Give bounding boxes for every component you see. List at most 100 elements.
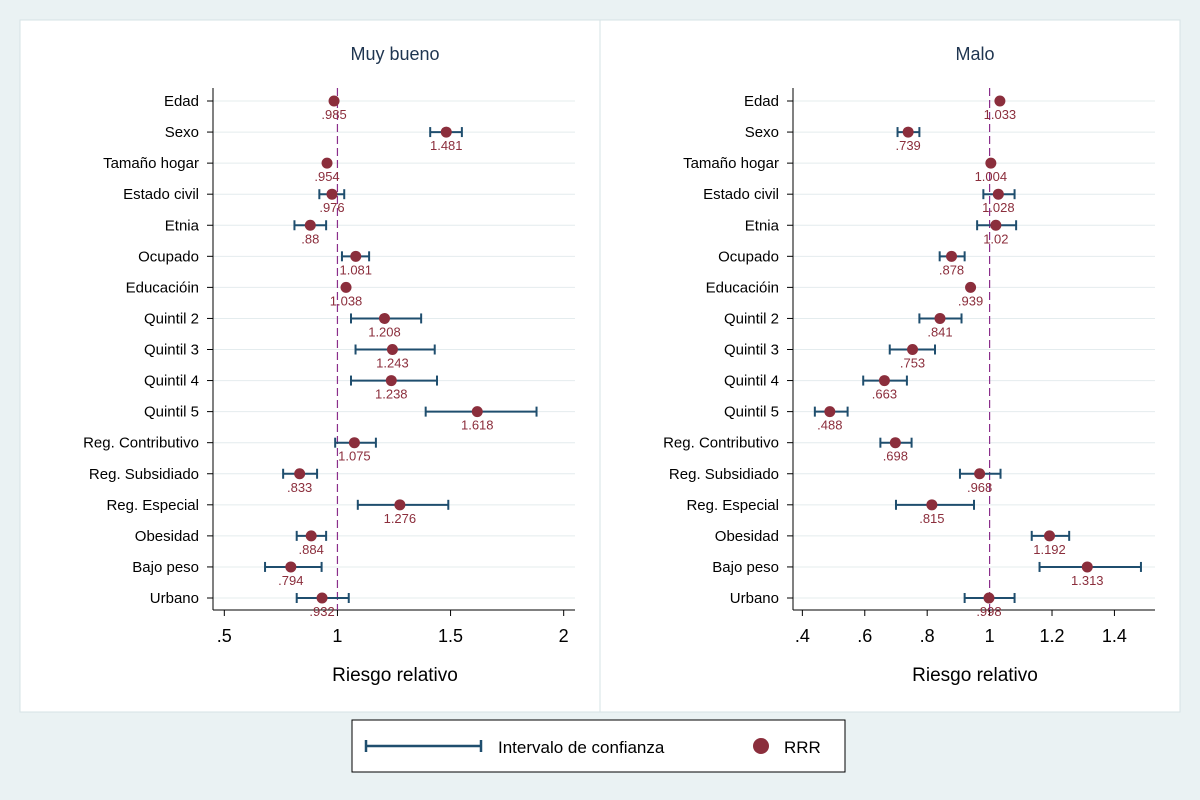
data-label: 1.618 xyxy=(461,418,494,433)
y-tick-label: Estado civil xyxy=(703,186,779,203)
legend-point-marker xyxy=(753,738,769,754)
data-label: 1.075 xyxy=(338,449,371,464)
data-label: 1.004 xyxy=(975,169,1008,184)
rrr-point xyxy=(328,95,340,107)
x-tick-label: 1.5 xyxy=(438,626,463,646)
data-label: .884 xyxy=(299,542,324,557)
y-tick-label: Quintil 4 xyxy=(144,373,199,390)
rrr-point xyxy=(326,188,338,200)
y-tick-label: Tamaño hogar xyxy=(683,155,779,172)
data-label: .488 xyxy=(817,418,842,433)
x-tick-label: 2 xyxy=(559,626,569,646)
y-tick-label: Quintil 5 xyxy=(144,404,199,421)
rrr-point xyxy=(902,126,914,138)
x-tick-label: .5 xyxy=(217,626,232,646)
y-tick-label: Reg. Especial xyxy=(686,497,779,514)
y-tick-label: Estado civil xyxy=(123,186,199,203)
y-tick-label: Edad xyxy=(164,93,199,110)
data-label: .753 xyxy=(900,356,925,371)
y-tick-label: Sexo xyxy=(165,124,199,141)
legend-ci-label: Intervalo de confianza xyxy=(498,738,665,757)
y-tick-label: Reg. Contributivo xyxy=(83,435,199,452)
rrr-point xyxy=(824,406,836,418)
y-tick-label: Sexo xyxy=(745,124,779,141)
rrr-point xyxy=(348,437,360,449)
rrr-point xyxy=(304,219,316,231)
data-label: .794 xyxy=(278,573,303,588)
data-label: .815 xyxy=(919,511,944,526)
x-tick-label: .4 xyxy=(795,626,810,646)
y-tick-label: Obesidad xyxy=(715,528,779,545)
y-tick-label: Tamaño hogar xyxy=(103,155,199,172)
x-tick-label: 1.2 xyxy=(1040,626,1065,646)
panel-1: Muy bueno Edad Sexo Tamaño hogar Estado civi… xyxy=(83,44,575,686)
data-label: .88 xyxy=(301,231,319,246)
data-label: .968 xyxy=(967,480,992,495)
y-tick-label: Urbano xyxy=(730,590,779,607)
data-label: .833 xyxy=(287,480,312,495)
rrr-point xyxy=(946,250,958,262)
y-tick-label: Reg. Subsidiado xyxy=(89,466,199,483)
data-label: .998 xyxy=(976,604,1001,619)
data-label: 1.313 xyxy=(1071,573,1104,588)
rrr-point xyxy=(878,375,890,387)
rrr-point xyxy=(321,157,333,169)
rrr-point xyxy=(926,499,938,511)
legend: Intervalo de confianza RRR xyxy=(351,719,846,773)
panel-title: Muy bueno xyxy=(350,44,439,64)
legend-point-label: RRR xyxy=(784,738,821,757)
data-label: .739 xyxy=(895,138,920,153)
y-tick-label: Educacióin xyxy=(706,279,779,296)
x-tick-label: 1 xyxy=(985,626,995,646)
rrr-point xyxy=(1081,561,1093,573)
data-label: .841 xyxy=(927,324,952,339)
rrr-point xyxy=(983,592,995,604)
rrr-point xyxy=(294,468,306,480)
data-label: 1.208 xyxy=(368,324,401,339)
y-tick-label: Reg. Especial xyxy=(106,497,199,514)
rrr-point xyxy=(974,468,986,480)
y-tick-label: Educacióin xyxy=(126,279,199,296)
y-tick-label: Quintil 4 xyxy=(724,373,779,390)
rrr-point xyxy=(985,157,997,169)
x-tick-label: .6 xyxy=(857,626,872,646)
data-label: 1.081 xyxy=(339,262,372,277)
data-label: 1.276 xyxy=(384,511,417,526)
data-label: 1.481 xyxy=(430,138,463,153)
data-label: .976 xyxy=(319,200,344,215)
rrr-point xyxy=(285,561,297,573)
data-label: .698 xyxy=(883,449,908,464)
y-tick-label: Obesidad xyxy=(135,528,199,545)
rrr-point xyxy=(471,406,483,418)
y-tick-label: Reg. Contributivo xyxy=(663,435,779,452)
rrr-point xyxy=(440,126,452,138)
y-tick-label: Quintil 2 xyxy=(144,310,199,327)
rrr-point xyxy=(386,344,398,355)
y-tick-label: Etnia xyxy=(745,217,780,234)
rrr-point xyxy=(994,95,1006,107)
data-label: .932 xyxy=(309,604,334,619)
data-label: 1.192 xyxy=(1033,542,1066,557)
rrr-point xyxy=(990,219,1002,231)
rrr-point xyxy=(1044,530,1056,542)
x-tick-label: 1 xyxy=(332,626,342,646)
y-tick-label: Quintil 2 xyxy=(724,310,779,327)
rrr-point xyxy=(934,312,946,324)
y-tick-label: Quintil 3 xyxy=(724,342,779,359)
rrr-point xyxy=(305,530,317,542)
rrr-point xyxy=(394,499,406,511)
rrr-point xyxy=(907,344,919,355)
rrr-point xyxy=(378,312,390,324)
y-tick-label: Bajo peso xyxy=(712,559,779,576)
rrr-point xyxy=(350,250,362,262)
rrr-point xyxy=(385,375,397,387)
rrr-point xyxy=(340,281,352,293)
y-tick-label: Quintil 5 xyxy=(724,404,779,421)
x-axis-label: Riesgo relativo xyxy=(912,665,1038,686)
y-tick-label: Reg. Subsidiado xyxy=(669,466,779,483)
rrr-point xyxy=(965,281,977,293)
panel-title: Malo xyxy=(955,44,994,64)
y-tick-label: Quintil 3 xyxy=(144,342,199,359)
x-axis-label: Riesgo relativo xyxy=(332,665,458,686)
